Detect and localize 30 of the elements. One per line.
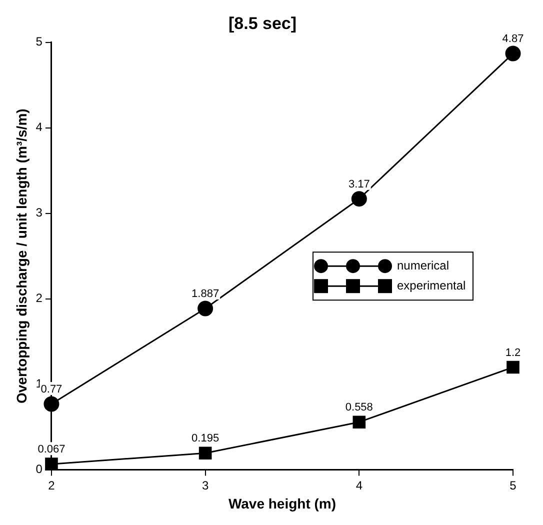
x-tick-label: 3 [202,478,209,492]
data-label: 4.87 [502,33,524,46]
legend-label: experimental [397,278,466,292]
point [506,360,520,374]
x-tick-label: 4 [356,478,363,492]
data-label: 1.887 [192,288,220,300]
data-label: 0.195 [192,432,220,445]
chart-title: [8.5 sec] [228,14,297,33]
y-tick-label: 5 [36,34,43,49]
data-label: 0.77 [40,384,62,396]
y-tick-label: 4 [36,120,43,134]
legend-label: numerical [397,258,450,272]
x-tick-label: 5 [510,478,517,492]
data-label: 3.17 [348,178,370,190]
point [352,416,366,429]
y-tick-label: 3 [36,206,43,220]
point [505,46,521,62]
data-label: 0.558 [345,402,373,414]
x-axis-title: Wave height (m) [228,495,336,512]
data-label: 0.067 [38,444,66,456]
point [45,458,58,470]
y-tick-label: 2 [36,291,43,306]
point [44,396,60,412]
point [198,446,212,460]
point [351,191,367,207]
data-label: 1.2 [505,346,521,359]
x-tick-label: 2 [48,478,56,492]
y-tick-label: 0 [36,462,43,476]
point [198,300,214,316]
y-axis-title: Overtopping discharge / unit length (m³/s/m) [13,108,30,404]
